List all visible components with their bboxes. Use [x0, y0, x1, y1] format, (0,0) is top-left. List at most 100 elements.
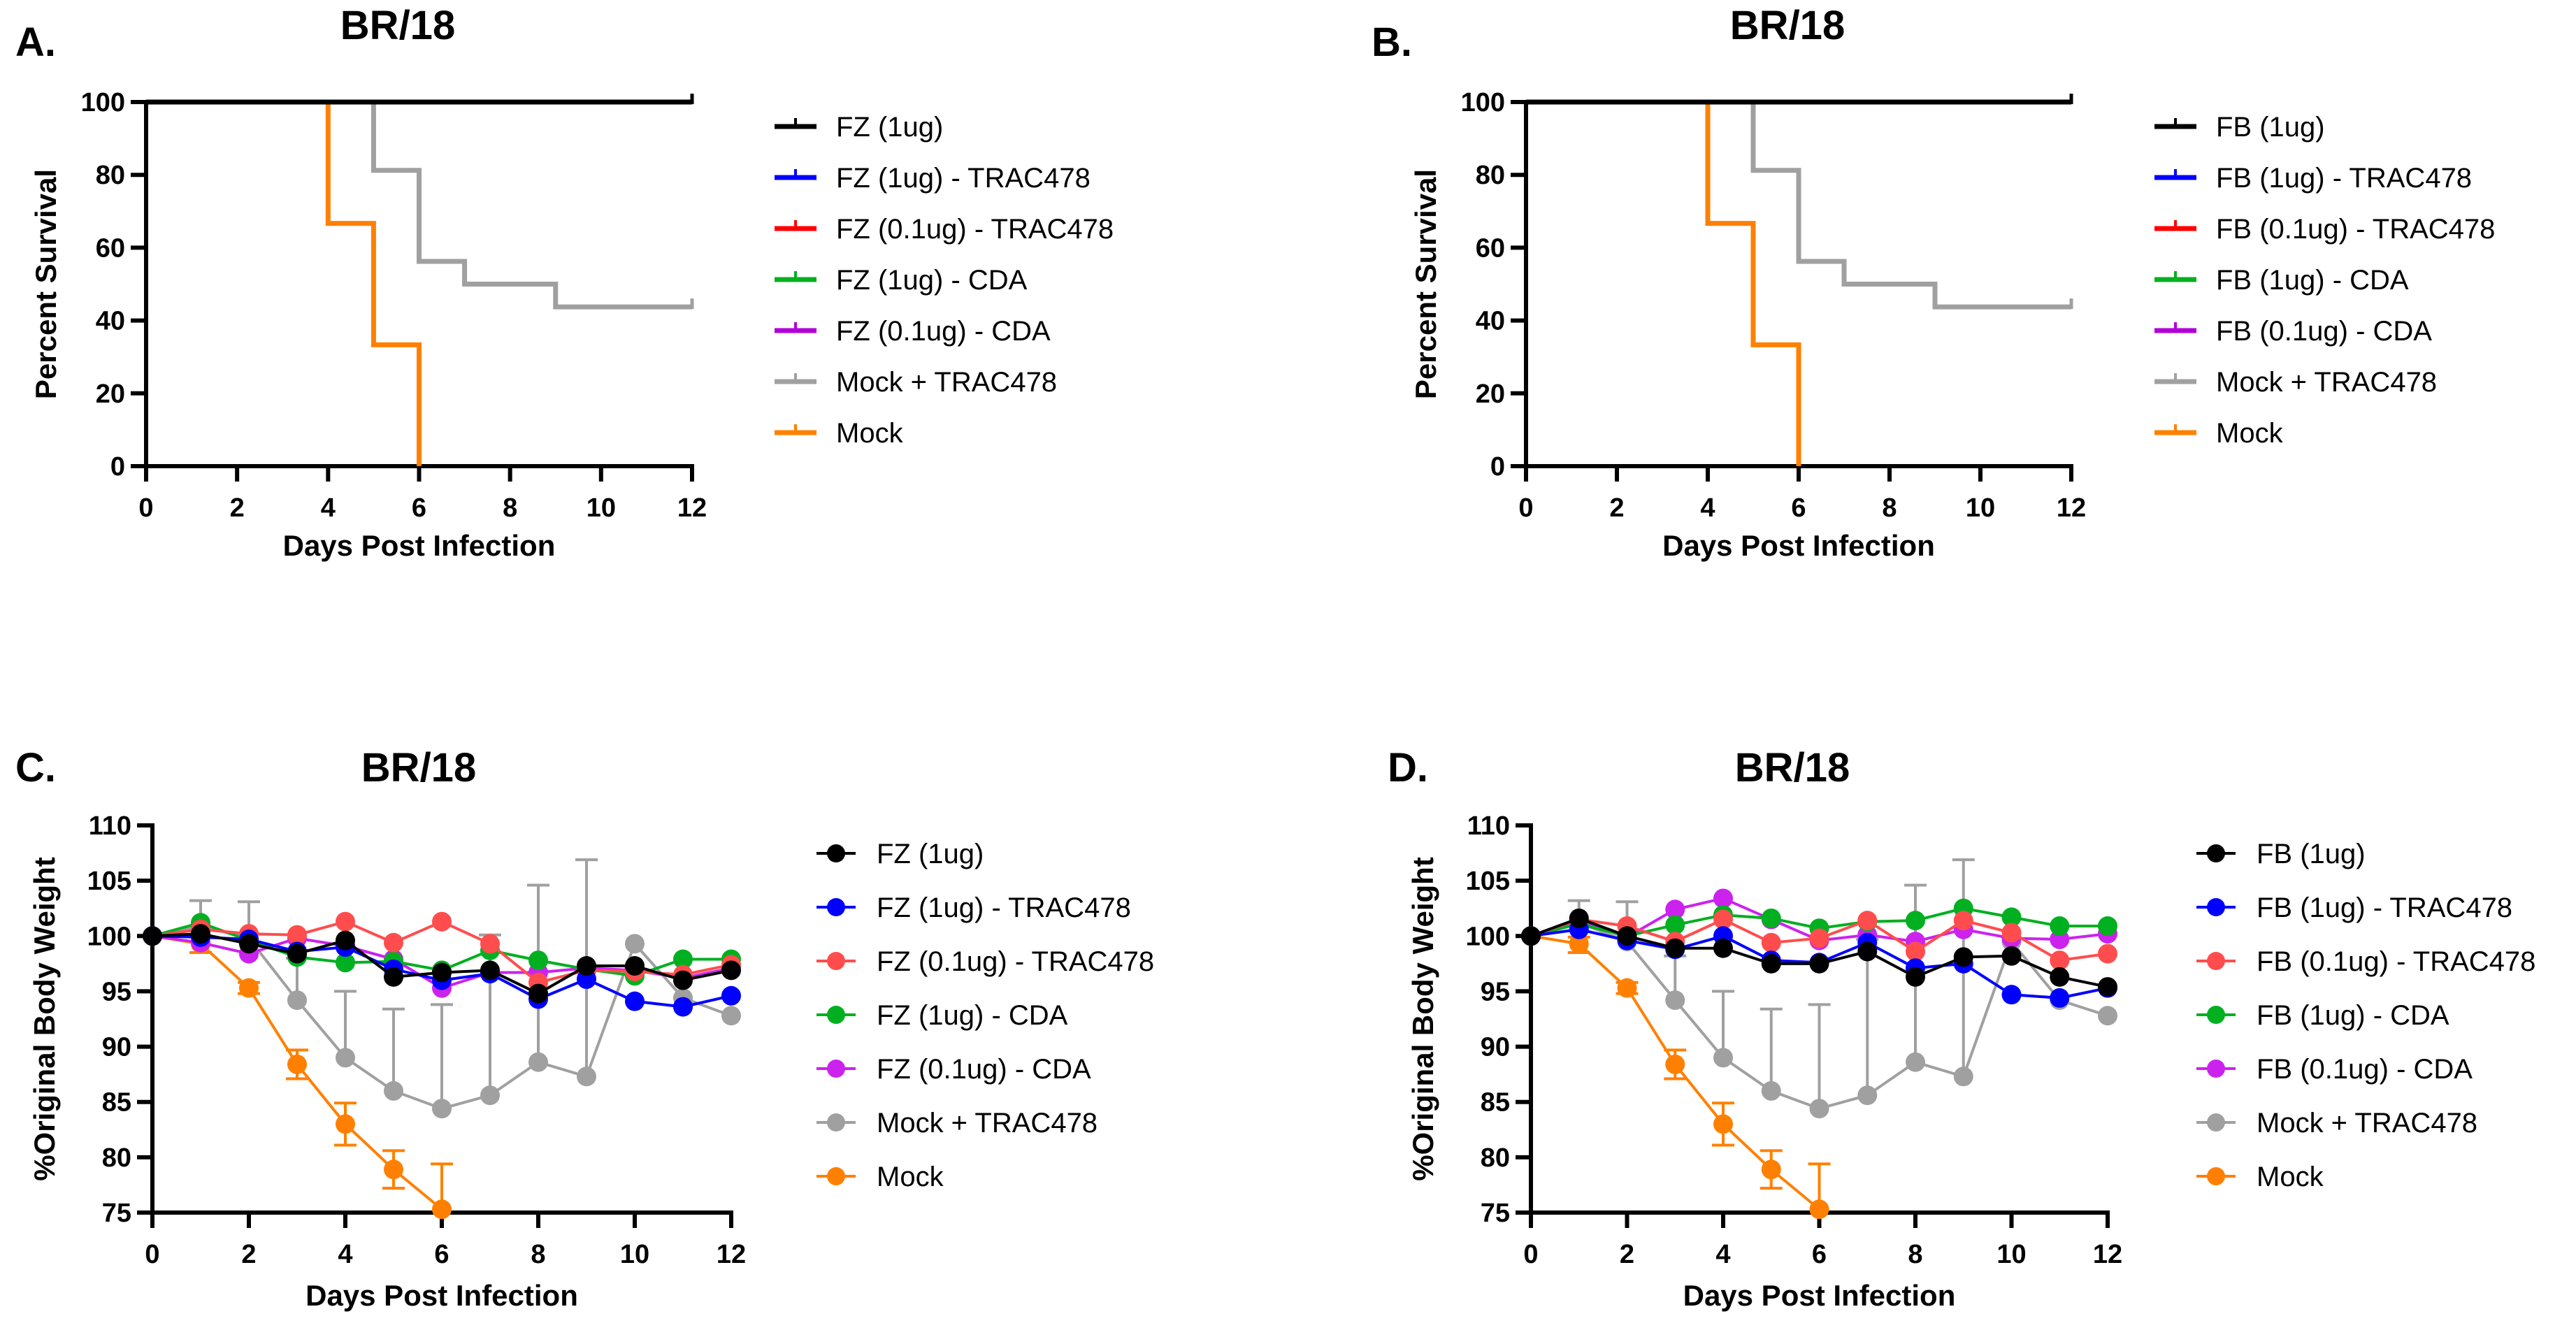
data-point	[1761, 1080, 1781, 1101]
data-point	[384, 967, 403, 987]
data-point	[432, 962, 452, 983]
data-point	[1761, 953, 1781, 974]
legend-item: FB (1ug) - TRAC478	[2154, 163, 2472, 194]
y-tick-label: 105	[87, 867, 131, 896]
legend-label: Mock + TRAC478	[2216, 367, 2437, 398]
legend-swatch-marker	[827, 1167, 845, 1185]
x-tick-label: 4	[1715, 1240, 1730, 1269]
data-point	[673, 949, 693, 969]
x-tick-label: 0	[145, 1240, 159, 1269]
legend-swatch-marker	[827, 1060, 845, 1078]
data-point	[528, 1052, 548, 1072]
data-point	[336, 911, 355, 932]
survival-curve	[1526, 99, 2071, 310]
data-point	[1713, 938, 1733, 958]
data-point	[1953, 1067, 1973, 1087]
axes	[137, 823, 733, 1228]
x-tick-label: 8	[503, 493, 517, 523]
data-point	[625, 991, 645, 1011]
data-point	[2001, 907, 2022, 927]
y-tick-label: 100	[81, 88, 125, 117]
data-point	[287, 944, 307, 964]
data-point	[287, 925, 307, 945]
data-point	[2098, 944, 2117, 964]
data-point	[2098, 916, 2117, 937]
y-axis-label: %Original Body Weight	[1406, 857, 1439, 1181]
data-point	[1809, 1199, 1829, 1220]
legend-label: Mock + TRAC478	[836, 367, 1057, 398]
y-tick-label: 75	[102, 1199, 131, 1228]
data-point	[1761, 932, 1781, 953]
y-tick-label: 80	[102, 1143, 131, 1173]
data-point	[577, 1067, 596, 1087]
data-point	[1617, 926, 1637, 946]
legend-swatch-marker	[2207, 952, 2225, 970]
legend-label: Mock	[2257, 1162, 2324, 1192]
legend-item: FB (1ug) - CDA	[2154, 265, 2409, 296]
legend-label: FB (0.1ug) - CDA	[2216, 316, 2432, 347]
data-point	[1809, 928, 1829, 948]
x-tick-label: 2	[1609, 493, 1624, 523]
data-point	[1809, 953, 1829, 974]
data-point	[336, 1048, 355, 1068]
y-tick-label: 85	[102, 1088, 131, 1118]
legend-item: Mock + TRAC478	[2154, 367, 2437, 398]
data-point	[480, 960, 500, 981]
survival-curve	[146, 99, 692, 310]
data-point	[625, 956, 645, 976]
legend-item: FZ (1ug) - TRAC478	[816, 892, 1131, 923]
data-point	[625, 934, 645, 954]
series-mock-trac478	[1521, 858, 2117, 1119]
data-point	[2001, 946, 2022, 966]
y-tick-label: 110	[1467, 811, 1510, 841]
legend: FB (1ug) FB (1ug) - TRAC478 FB (0.1ug) - T…	[2154, 112, 2495, 449]
legend-item: Mock + TRAC478	[775, 367, 1057, 398]
data-point	[1906, 967, 1925, 987]
y-tick-label: 110	[89, 811, 131, 841]
data-point	[1761, 1159, 1781, 1180]
data-point	[1569, 934, 1589, 954]
legend-label: FZ (0.1ug) - TRAC478	[877, 946, 1154, 977]
data-point	[577, 956, 596, 976]
legend-item: FZ (1ug)	[775, 112, 943, 143]
y-tick-label: 40	[1476, 307, 1505, 336]
legend-item: FB (0.1ug) - TRAC478	[2154, 214, 2495, 245]
x-tick-label: 4	[1700, 493, 1715, 523]
y-tick-label: 90	[1481, 1033, 1510, 1062]
data-point	[239, 978, 259, 998]
data-point	[239, 934, 259, 954]
legend-label: FZ (1ug) - TRAC478	[836, 163, 1091, 194]
x-tick-label: 10	[587, 493, 616, 523]
chart-panel-d: D. BR/18 75 80 85 90 95 100 105 110 0 2 4 6 8 10 12 Days …	[1388, 745, 2535, 1312]
data-point	[1906, 1052, 1925, 1072]
y-tick-label: 105	[1466, 867, 1510, 896]
y-tick-label: 80	[1476, 161, 1505, 190]
legend-label: FZ (1ug) - TRAC478	[877, 892, 1131, 923]
legend-label: Mock	[836, 418, 904, 449]
survival-curve	[1526, 99, 1801, 466]
x-tick-label: 12	[717, 1240, 746, 1269]
legend-swatch-marker	[827, 1113, 845, 1132]
data-point	[1713, 1048, 1733, 1068]
legend-item: FZ (0.1ug) - TRAC478	[816, 946, 1154, 977]
legend-label: FZ (0.1ug) - TRAC478	[836, 214, 1114, 245]
data-point	[721, 960, 741, 981]
legend-swatch-marker	[2207, 1113, 2225, 1132]
legend-swatch-marker	[827, 1006, 845, 1024]
legend-item: FB (1ug) - CDA	[2196, 1000, 2449, 1031]
legend-swatch-marker	[2207, 1006, 2225, 1024]
data-point	[528, 950, 548, 971]
chart-title: BR/18	[1730, 3, 1845, 48]
chart-panel-b: B. BR/18 0 20 40 60 80 100 0 2 4 6 8 10 12 Days Post In…	[1372, 3, 2495, 562]
x-tick-label: 6	[434, 1240, 449, 1269]
legend-item: FZ (1ug)	[816, 839, 984, 869]
x-axis-label: Days Post Infection	[305, 1279, 578, 1312]
data-point	[2050, 988, 2070, 1008]
x-tick-label: 6	[1812, 1240, 1827, 1269]
data-point	[191, 924, 210, 944]
panel-letter: D.	[1388, 745, 1428, 790]
x-tick-label: 8	[1908, 1240, 1922, 1269]
legend-swatch-marker	[2207, 844, 2225, 862]
y-tick-label: 95	[1481, 977, 1510, 1006]
